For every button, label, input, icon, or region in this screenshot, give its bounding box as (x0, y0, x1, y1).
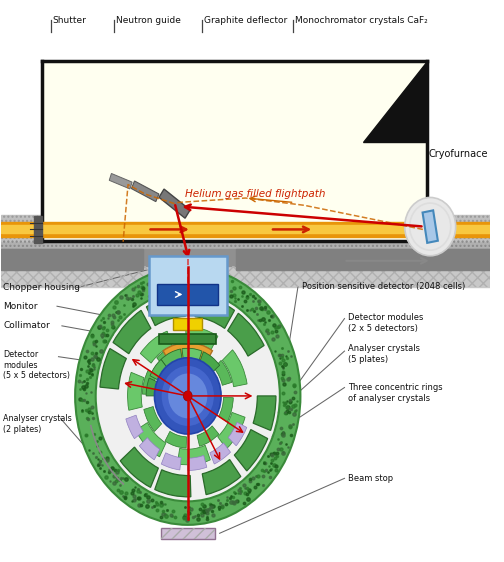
Text: Shutter: Shutter (52, 16, 86, 25)
Bar (34, 216, 42, 243)
Wedge shape (157, 346, 178, 366)
Wedge shape (120, 447, 158, 487)
Text: Cryofurnace: Cryofurnace (429, 149, 488, 159)
Wedge shape (253, 396, 276, 430)
Wedge shape (136, 423, 166, 457)
Bar (1, 215, 42, 241)
Polygon shape (132, 181, 159, 202)
Wedge shape (218, 413, 245, 448)
Wedge shape (113, 310, 151, 353)
Bar (1, 225, 490, 233)
Wedge shape (185, 327, 218, 350)
Wedge shape (150, 360, 175, 387)
Bar (1, 215, 42, 241)
Wedge shape (142, 370, 157, 395)
Circle shape (97, 292, 279, 500)
Wedge shape (140, 438, 160, 460)
Wedge shape (210, 443, 230, 464)
Text: Helium gas filled flightpath: Helium gas filled flightpath (185, 189, 326, 199)
Wedge shape (228, 313, 264, 356)
Wedge shape (195, 296, 234, 328)
Polygon shape (422, 210, 438, 243)
Circle shape (405, 197, 456, 256)
Text: Monitor: Monitor (3, 302, 38, 311)
Bar (1, 249, 143, 270)
Wedge shape (128, 373, 144, 410)
Bar (1, 236, 490, 250)
Bar (427, 215, 490, 241)
Wedge shape (126, 415, 143, 439)
Wedge shape (195, 352, 220, 382)
Wedge shape (189, 344, 211, 360)
Text: Detector modules
(2 x 5 detectors): Detector modules (2 x 5 detectors) (348, 314, 424, 333)
Text: Position sensitive detector (2048 cells): Position sensitive detector (2048 cells) (302, 282, 465, 291)
Text: Three concentric rings
of analyser crystals: Three concentric rings of analyser cryst… (348, 383, 443, 403)
Wedge shape (202, 460, 241, 495)
Wedge shape (188, 455, 207, 470)
Bar (1, 221, 490, 237)
Text: Beam stop: Beam stop (348, 474, 394, 483)
Text: Graphite deflector: Graphite deflector (204, 16, 287, 25)
Circle shape (183, 391, 192, 401)
Bar (1, 249, 490, 266)
Bar (161, 528, 215, 539)
Bar (427, 215, 490, 241)
Wedge shape (222, 350, 247, 387)
Bar (236, 249, 490, 270)
Wedge shape (155, 470, 191, 497)
Text: Detector
modules
(5 x 5 detectors): Detector modules (5 x 5 detectors) (3, 350, 70, 380)
Text: Analyser crystals
(2 plates): Analyser crystals (2 plates) (3, 414, 72, 434)
Wedge shape (100, 348, 127, 389)
Polygon shape (363, 61, 427, 142)
Wedge shape (228, 422, 247, 446)
Text: Neutron guide: Neutron guide (116, 16, 180, 25)
Bar (159, 334, 216, 345)
Wedge shape (75, 267, 300, 525)
Bar (42, 61, 427, 241)
Wedge shape (165, 432, 186, 448)
Wedge shape (144, 406, 162, 432)
Wedge shape (234, 429, 268, 471)
Circle shape (154, 358, 221, 434)
Bar (161, 528, 215, 539)
Polygon shape (159, 189, 190, 218)
Wedge shape (146, 378, 170, 396)
Bar (1, 236, 490, 250)
Wedge shape (219, 397, 233, 422)
Text: Analyser crystals
(5 plates): Analyser crystals (5 plates) (348, 344, 420, 364)
Wedge shape (214, 360, 232, 386)
Circle shape (161, 365, 215, 427)
Bar (1, 266, 490, 287)
Wedge shape (146, 295, 185, 325)
Bar (173, 318, 203, 330)
Bar (1, 266, 490, 287)
Circle shape (410, 203, 451, 250)
Text: Collimator: Collimator (3, 321, 50, 330)
Wedge shape (161, 349, 184, 379)
Wedge shape (163, 343, 212, 382)
Wedge shape (161, 453, 181, 470)
Wedge shape (177, 445, 210, 465)
Text: Sample: Sample (233, 357, 272, 368)
Wedge shape (140, 331, 172, 363)
Text: Monochromator crystals CaF₂: Monochromator crystals CaF₂ (294, 16, 427, 25)
Wedge shape (197, 426, 219, 446)
Wedge shape (182, 348, 202, 375)
Bar (149, 256, 227, 315)
Circle shape (168, 374, 207, 418)
Polygon shape (109, 174, 132, 189)
Bar (157, 284, 218, 305)
Text: Chopper housing: Chopper housing (3, 283, 80, 292)
